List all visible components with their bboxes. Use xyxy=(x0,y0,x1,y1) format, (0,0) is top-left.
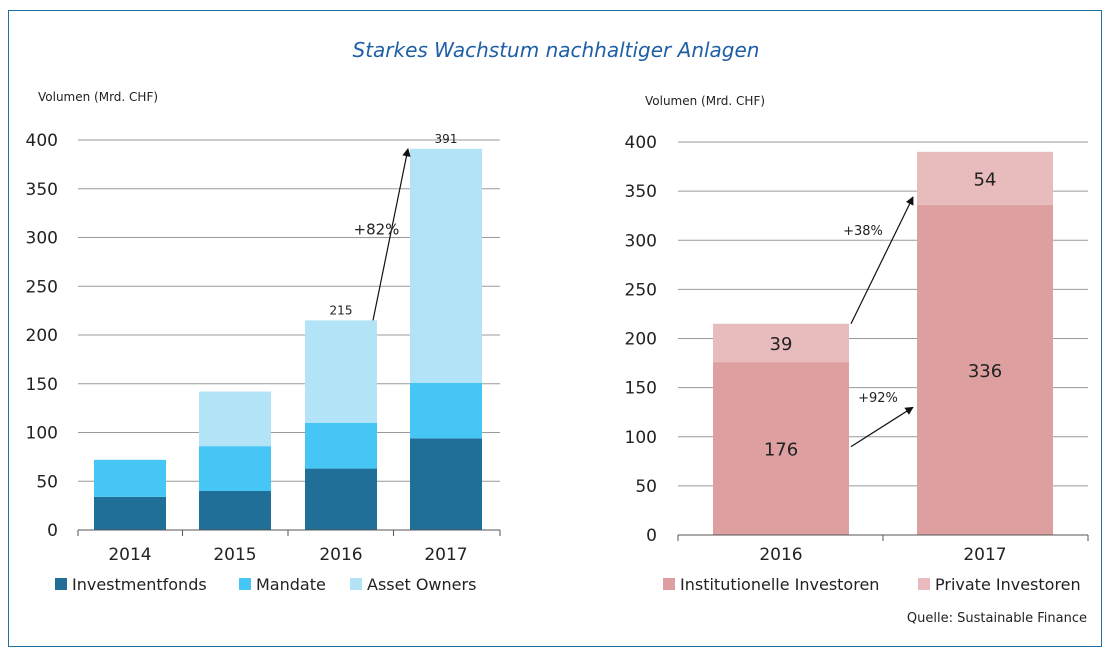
growth-annotation: +82% xyxy=(354,221,400,239)
bar-value-label: 176 xyxy=(764,440,798,461)
y-tick-label: 400 xyxy=(625,133,657,153)
bar-segment xyxy=(199,391,271,447)
bar-total-label: 215 xyxy=(330,303,353,317)
bar-segment xyxy=(305,468,377,530)
y-tick-label: 250 xyxy=(625,280,657,300)
y-tick-label: 100 xyxy=(625,428,657,448)
y-tick-label: 0 xyxy=(646,526,657,546)
legend-label: Asset Owners xyxy=(367,575,476,594)
chart-title: Starkes Wachstum nachhaltiger Anlagen xyxy=(352,38,760,62)
legend-swatch xyxy=(350,578,362,590)
y-tick-label: 50 xyxy=(36,472,58,492)
bar-segment xyxy=(410,148,482,383)
y-tick-label: 200 xyxy=(625,330,657,350)
source-note: Quelle: Sustainable Finance xyxy=(907,611,1087,626)
y-tick-label: 300 xyxy=(26,229,58,249)
growth-annotation: +38% xyxy=(843,224,883,239)
growth-annotation: +92% xyxy=(858,391,898,406)
x-tick-label: 2016 xyxy=(759,545,802,565)
bar-segment xyxy=(410,438,482,530)
y-tick-label: 0 xyxy=(47,521,58,541)
y-tick-label: 50 xyxy=(635,477,657,497)
x-tick-label: 2017 xyxy=(963,545,1006,565)
right-chart: Volumen (Mrd. CHF) 0 50 100 150 200 250 300 350 4… xyxy=(625,94,1089,594)
y-tick-label: 350 xyxy=(26,180,58,200)
bar-segment xyxy=(305,320,377,423)
legend-label: Investmentfonds xyxy=(72,575,207,594)
x-tick-label: 2017 xyxy=(424,545,467,565)
bar-value-label: 54 xyxy=(974,169,997,190)
bar-segment xyxy=(713,323,849,363)
legend-swatch xyxy=(55,578,67,590)
legend-swatch xyxy=(663,578,675,590)
legend-swatch xyxy=(918,578,930,590)
y-axis-label: Volumen (Mrd. CHF) xyxy=(645,94,765,108)
bar-value-label: 336 xyxy=(968,361,1002,382)
bar-segment xyxy=(917,204,1053,535)
growth-arrow xyxy=(850,196,914,325)
legend-swatch xyxy=(239,578,251,590)
y-tick-label: 400 xyxy=(26,131,58,151)
bar-total-label: 391 xyxy=(435,132,458,146)
legend-label: Private Investoren xyxy=(935,575,1081,594)
x-tick-label: 2014 xyxy=(108,545,151,565)
bar-segment xyxy=(410,382,482,439)
bar-segment xyxy=(94,459,166,497)
bar-segment xyxy=(94,496,166,530)
bar-segment xyxy=(199,491,271,530)
bar-segment xyxy=(305,422,377,469)
growth-arrow xyxy=(372,147,411,321)
bar-segment xyxy=(917,151,1053,205)
y-tick-label: 100 xyxy=(26,424,58,444)
bar-value-label: 39 xyxy=(770,334,793,355)
y-tick-label: 350 xyxy=(625,182,657,202)
y-tick-label: 250 xyxy=(26,277,58,297)
y-tick-label: 150 xyxy=(26,375,58,395)
legend-label: Mandate xyxy=(256,575,326,594)
bar-segment xyxy=(713,362,849,535)
y-tick-label: 150 xyxy=(625,379,657,399)
x-tick-label: 2015 xyxy=(213,545,256,565)
growth-arrow xyxy=(850,406,914,448)
y-axis-label: Volumen (Mrd. CHF) xyxy=(38,90,158,104)
y-tick-label: 200 xyxy=(26,326,58,346)
y-tick-label: 300 xyxy=(625,231,657,251)
x-tick-label: 2016 xyxy=(319,545,362,565)
legend-label: Institutionelle Investoren xyxy=(680,575,879,594)
bar-segment xyxy=(199,446,271,491)
left-chart: Volumen (Mrd. CHF) 0 50 100 150 200 250 300 350 4… xyxy=(26,90,501,594)
